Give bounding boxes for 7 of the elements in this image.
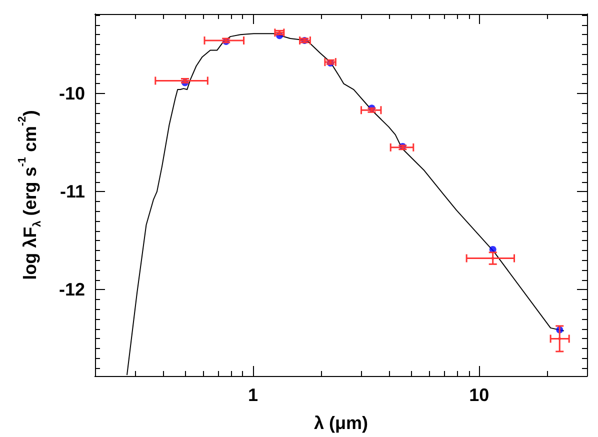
y-tick-label: -12 [58,280,85,300]
y-tick-label: -10 [58,83,85,104]
y-axis-title: log λFλ (erg s-1 cm-2) [16,110,44,280]
x-tick-label: 1 [248,385,258,405]
x-tick-label: 10 [469,385,490,405]
y-tick-label: -11 [60,182,85,202]
x-axis-title: λ (μm) [314,413,368,433]
